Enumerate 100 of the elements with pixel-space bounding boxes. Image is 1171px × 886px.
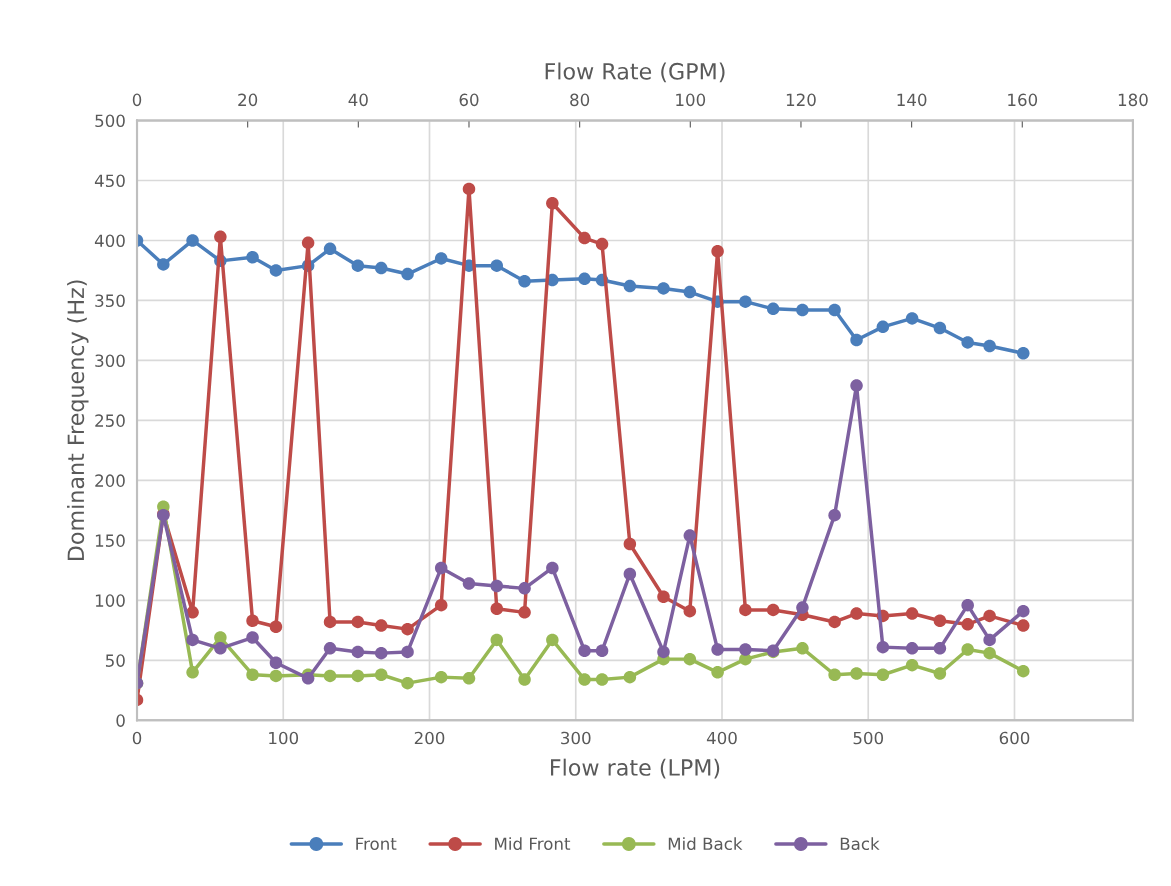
point — [401, 267, 414, 281]
point — [850, 379, 863, 392]
x-tick-label: 600 — [999, 731, 1030, 745]
point — [933, 642, 947, 655]
x2-tick-label: 0 — [132, 93, 142, 107]
point — [905, 658, 919, 672]
x-axis-title: Flow rate (LPM) — [551, 758, 720, 779]
point — [269, 620, 283, 633]
point — [683, 529, 697, 542]
point — [796, 642, 809, 655]
point — [683, 285, 697, 299]
point — [462, 182, 476, 196]
point — [711, 666, 724, 679]
point — [578, 673, 591, 686]
y-tick-label: 150 — [95, 534, 125, 547]
x2-tick-label: 40 — [348, 93, 368, 107]
point — [711, 245, 724, 258]
point — [246, 631, 259, 644]
point — [351, 259, 365, 272]
point — [578, 644, 591, 657]
point — [214, 631, 227, 644]
x2-tick-label: 80 — [570, 93, 590, 107]
point — [323, 242, 337, 256]
point — [301, 672, 315, 685]
point — [961, 336, 974, 349]
point — [246, 251, 259, 264]
point — [434, 670, 448, 684]
point — [766, 302, 780, 316]
point — [739, 643, 752, 656]
y-tick-label: 500 — [95, 114, 125, 128]
point — [351, 645, 365, 659]
point — [269, 669, 283, 683]
point — [374, 646, 388, 660]
point — [269, 264, 283, 277]
point — [850, 333, 863, 347]
point — [351, 615, 365, 629]
point — [796, 303, 809, 317]
x-tick-label: 500 — [853, 731, 884, 745]
point — [546, 633, 559, 647]
point — [462, 577, 476, 590]
point — [933, 321, 947, 335]
y-tick-label: 400 — [94, 234, 125, 248]
point — [269, 656, 283, 669]
point — [401, 676, 414, 690]
legend-label: Front — [356, 837, 397, 851]
point — [961, 618, 974, 631]
y-tick-label: 250 — [95, 414, 125, 427]
point — [657, 590, 670, 603]
x2-tick-label: 100 — [676, 93, 706, 107]
point — [739, 295, 752, 308]
point — [434, 561, 448, 575]
x-tick-label: 200 — [414, 731, 445, 745]
point — [518, 606, 531, 619]
point — [595, 237, 609, 251]
y-tick-label: 50 — [105, 654, 125, 667]
point — [828, 615, 841, 629]
point — [933, 614, 947, 627]
point — [905, 607, 919, 620]
x-tick-label: 0 — [132, 731, 142, 745]
x-tick-label: 400 — [706, 731, 737, 745]
point — [546, 561, 559, 575]
legend-label: Back — [840, 837, 880, 851]
point — [546, 197, 559, 210]
point — [157, 258, 170, 271]
point — [490, 602, 504, 615]
point — [490, 579, 504, 593]
point — [828, 508, 841, 522]
x2-axis-title: Flow Rate (GPM) — [545, 62, 725, 83]
point — [850, 607, 863, 620]
point — [578, 231, 591, 245]
point — [961, 598, 974, 612]
point — [623, 537, 637, 551]
point — [983, 633, 996, 647]
point — [374, 261, 388, 275]
point — [961, 643, 974, 656]
point — [905, 642, 919, 655]
legend-label: Mid Back — [668, 837, 743, 851]
point — [186, 666, 199, 679]
y-tick-label: 0 — [116, 714, 125, 727]
point — [983, 609, 996, 623]
point — [683, 604, 697, 618]
point — [186, 633, 199, 647]
point — [1017, 346, 1030, 360]
point — [374, 619, 388, 632]
point — [933, 667, 947, 680]
y-axis-title: Dominant Frequency (Hz) — [67, 280, 89, 561]
point — [850, 667, 863, 680]
point — [518, 275, 531, 288]
point — [657, 282, 670, 295]
y-tick-label: 300 — [95, 354, 125, 367]
point — [1017, 604, 1030, 618]
point — [518, 673, 531, 686]
point — [739, 603, 752, 617]
point — [246, 668, 259, 681]
point — [828, 303, 841, 317]
point — [401, 645, 414, 659]
point — [323, 615, 337, 629]
point — [374, 668, 388, 681]
point — [766, 603, 780, 617]
point — [462, 672, 476, 685]
